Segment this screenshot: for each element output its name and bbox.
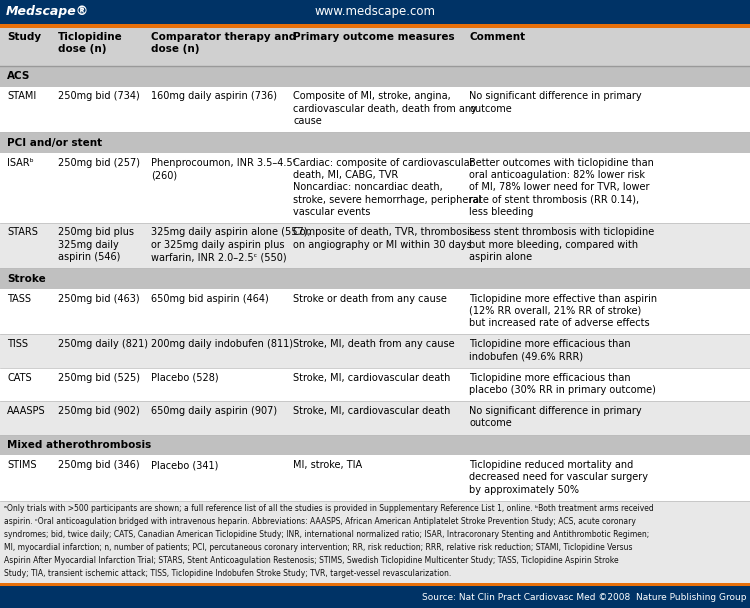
Bar (0, 586, 750, 608)
Text: Composite of death, TVR, thrombosis
on angiography or MI within 30 days: Composite of death, TVR, thrombosis on a… (293, 227, 475, 250)
Text: CATS: CATS (7, 373, 32, 382)
Bar (0, 66, 750, 87)
Text: Study; TIA, transient ischemic attack; TISS, Ticlopidine Indobufen Stroke Study;: Study; TIA, transient ischemic attack; T… (4, 569, 452, 578)
Text: syndromes; bid, twice daily; CATS, Canadian American Ticlopidine Study; INR, int: syndromes; bid, twice daily; CATS, Canad… (4, 530, 650, 539)
Bar (0, 435, 750, 455)
Bar (0, 583, 750, 586)
Bar (0, 501, 750, 583)
Text: STAMI: STAMI (7, 91, 36, 102)
Text: 250mg bid (257): 250mg bid (257) (58, 157, 140, 168)
Text: 250mg bid (734): 250mg bid (734) (58, 91, 140, 102)
Text: Less stent thrombosis with ticlopidine
but more bleeding, compared with
aspirin : Less stent thrombosis with ticlopidine b… (469, 227, 654, 262)
Text: Ticlopidine more efficacious than
indobufen (49.6% RRR): Ticlopidine more efficacious than indobu… (469, 339, 631, 362)
Text: Medscape®: Medscape® (6, 5, 89, 18)
Text: Placebo (528): Placebo (528) (151, 373, 219, 382)
Text: PCI and/or stent: PCI and/or stent (7, 137, 102, 148)
Text: 650mg bid aspirin (464): 650mg bid aspirin (464) (151, 294, 268, 303)
Bar (0, 0, 750, 24)
Text: 250mg bid (346): 250mg bid (346) (58, 460, 140, 470)
Text: ACS: ACS (7, 71, 30, 81)
Bar (0, 401, 750, 435)
Text: 250mg daily (821): 250mg daily (821) (58, 339, 148, 349)
Bar (0, 133, 750, 153)
Text: www.medscape.com: www.medscape.com (314, 5, 436, 18)
Text: 160mg daily aspirin (736): 160mg daily aspirin (736) (151, 91, 277, 102)
Text: MI, stroke, TIA: MI, stroke, TIA (293, 460, 362, 470)
Bar (0, 455, 750, 501)
Text: Stroke or death from any cause: Stroke or death from any cause (293, 294, 447, 303)
Bar (0, 334, 750, 368)
Text: MI, myocardial infarction; n, number of patients; PCI, percutaneous coronary int: MI, myocardial infarction; n, number of … (4, 543, 632, 552)
Text: STARS: STARS (7, 227, 38, 237)
Bar (0, 153, 750, 223)
Text: Mixed atherothrombosis: Mixed atherothrombosis (7, 440, 152, 450)
Text: Stroke: Stroke (7, 274, 46, 283)
Text: Source: Nat Clin Pract Cardiovasc Med ©2008  Nature Publishing Group: Source: Nat Clin Pract Cardiovasc Med ©2… (422, 593, 746, 601)
Text: No significant difference in primary
outcome: No significant difference in primary out… (469, 406, 641, 428)
Text: No significant difference in primary
outcome: No significant difference in primary out… (469, 91, 641, 114)
Text: TISS: TISS (7, 339, 28, 349)
Text: 650mg daily aspirin (907): 650mg daily aspirin (907) (151, 406, 278, 416)
Text: Stroke, MI, death from any cause: Stroke, MI, death from any cause (293, 339, 454, 349)
Text: 250mg bid (463): 250mg bid (463) (58, 294, 140, 303)
Bar (0, 368, 750, 401)
Bar (0, 223, 750, 268)
Text: Stroke, MI, cardiovascular death: Stroke, MI, cardiovascular death (293, 373, 450, 382)
Text: Study: Study (7, 32, 41, 42)
Bar (0, 24, 750, 28)
Text: Ticlopidine more effective than aspirin
(12% RR overall, 21% RR of stroke)
but i: Ticlopidine more effective than aspirin … (469, 294, 657, 328)
Bar (0, 268, 750, 289)
Text: Cardiac: composite of cardiovascular
death, MI, CABG, TVR
Noncardiac: noncardiac: Cardiac: composite of cardiovascular dea… (293, 157, 482, 217)
Text: Aspirin After Myocardial Infarction Trial; STARS, Stent Anticoagulation Restenos: Aspirin After Myocardial Infarction Tria… (4, 556, 619, 565)
Text: 200mg daily indobufen (811): 200mg daily indobufen (811) (151, 339, 293, 349)
Text: 250mg bid (902): 250mg bid (902) (58, 406, 140, 416)
Text: AAASPS: AAASPS (7, 406, 46, 416)
Text: Stroke, MI, cardiovascular death: Stroke, MI, cardiovascular death (293, 406, 450, 416)
Text: 325mg daily aspirin alone (557),
or 325mg daily aspirin plus
warfarin, INR 2.0–2: 325mg daily aspirin alone (557), or 325m… (151, 227, 310, 262)
Bar (0, 289, 750, 334)
Text: Primary outcome measures: Primary outcome measures (293, 32, 454, 42)
Text: ISARᵇ: ISARᵇ (7, 157, 34, 168)
Text: Comparator therapy and
dose (n): Comparator therapy and dose (n) (151, 32, 296, 54)
Bar (0, 28, 750, 66)
Text: Comment: Comment (469, 32, 525, 42)
Text: 250mg bid plus
325mg daily
aspirin (546): 250mg bid plus 325mg daily aspirin (546) (58, 227, 134, 262)
Text: ᵃOnly trials with >500 participants are shown; a full reference list of all the : ᵃOnly trials with >500 participants are … (4, 504, 654, 513)
Text: Phenprocoumon, INR 3.5–4.5ᶜ
(260): Phenprocoumon, INR 3.5–4.5ᶜ (260) (151, 157, 296, 180)
Text: Ticlopidine reduced mortality and
decreased need for vascular surgery
by approxi: Ticlopidine reduced mortality and decrea… (469, 460, 648, 495)
Text: Ticlopidine more efficacious than
placebo (30% RR in primary outcome): Ticlopidine more efficacious than placeb… (469, 373, 656, 395)
Text: Placebo (341): Placebo (341) (151, 460, 218, 470)
Text: TASS: TASS (7, 294, 31, 303)
Text: 250mg bid (525): 250mg bid (525) (58, 373, 140, 382)
Text: aspirin. ᶜOral anticoagulation bridged with intravenous heparin. Abbreviations: : aspirin. ᶜOral anticoagulation bridged w… (4, 517, 636, 526)
Text: Better outcomes with ticlopidine than
oral anticoagulation: 82% lower risk
of MI: Better outcomes with ticlopidine than or… (469, 157, 654, 217)
Text: Ticlopidine
dose (n): Ticlopidine dose (n) (58, 32, 123, 54)
Bar (0, 87, 750, 133)
Text: Composite of MI, stroke, angina,
cardiovascular death, death from any
cause: Composite of MI, stroke, angina, cardiov… (293, 91, 477, 126)
Text: STIMS: STIMS (7, 460, 37, 470)
